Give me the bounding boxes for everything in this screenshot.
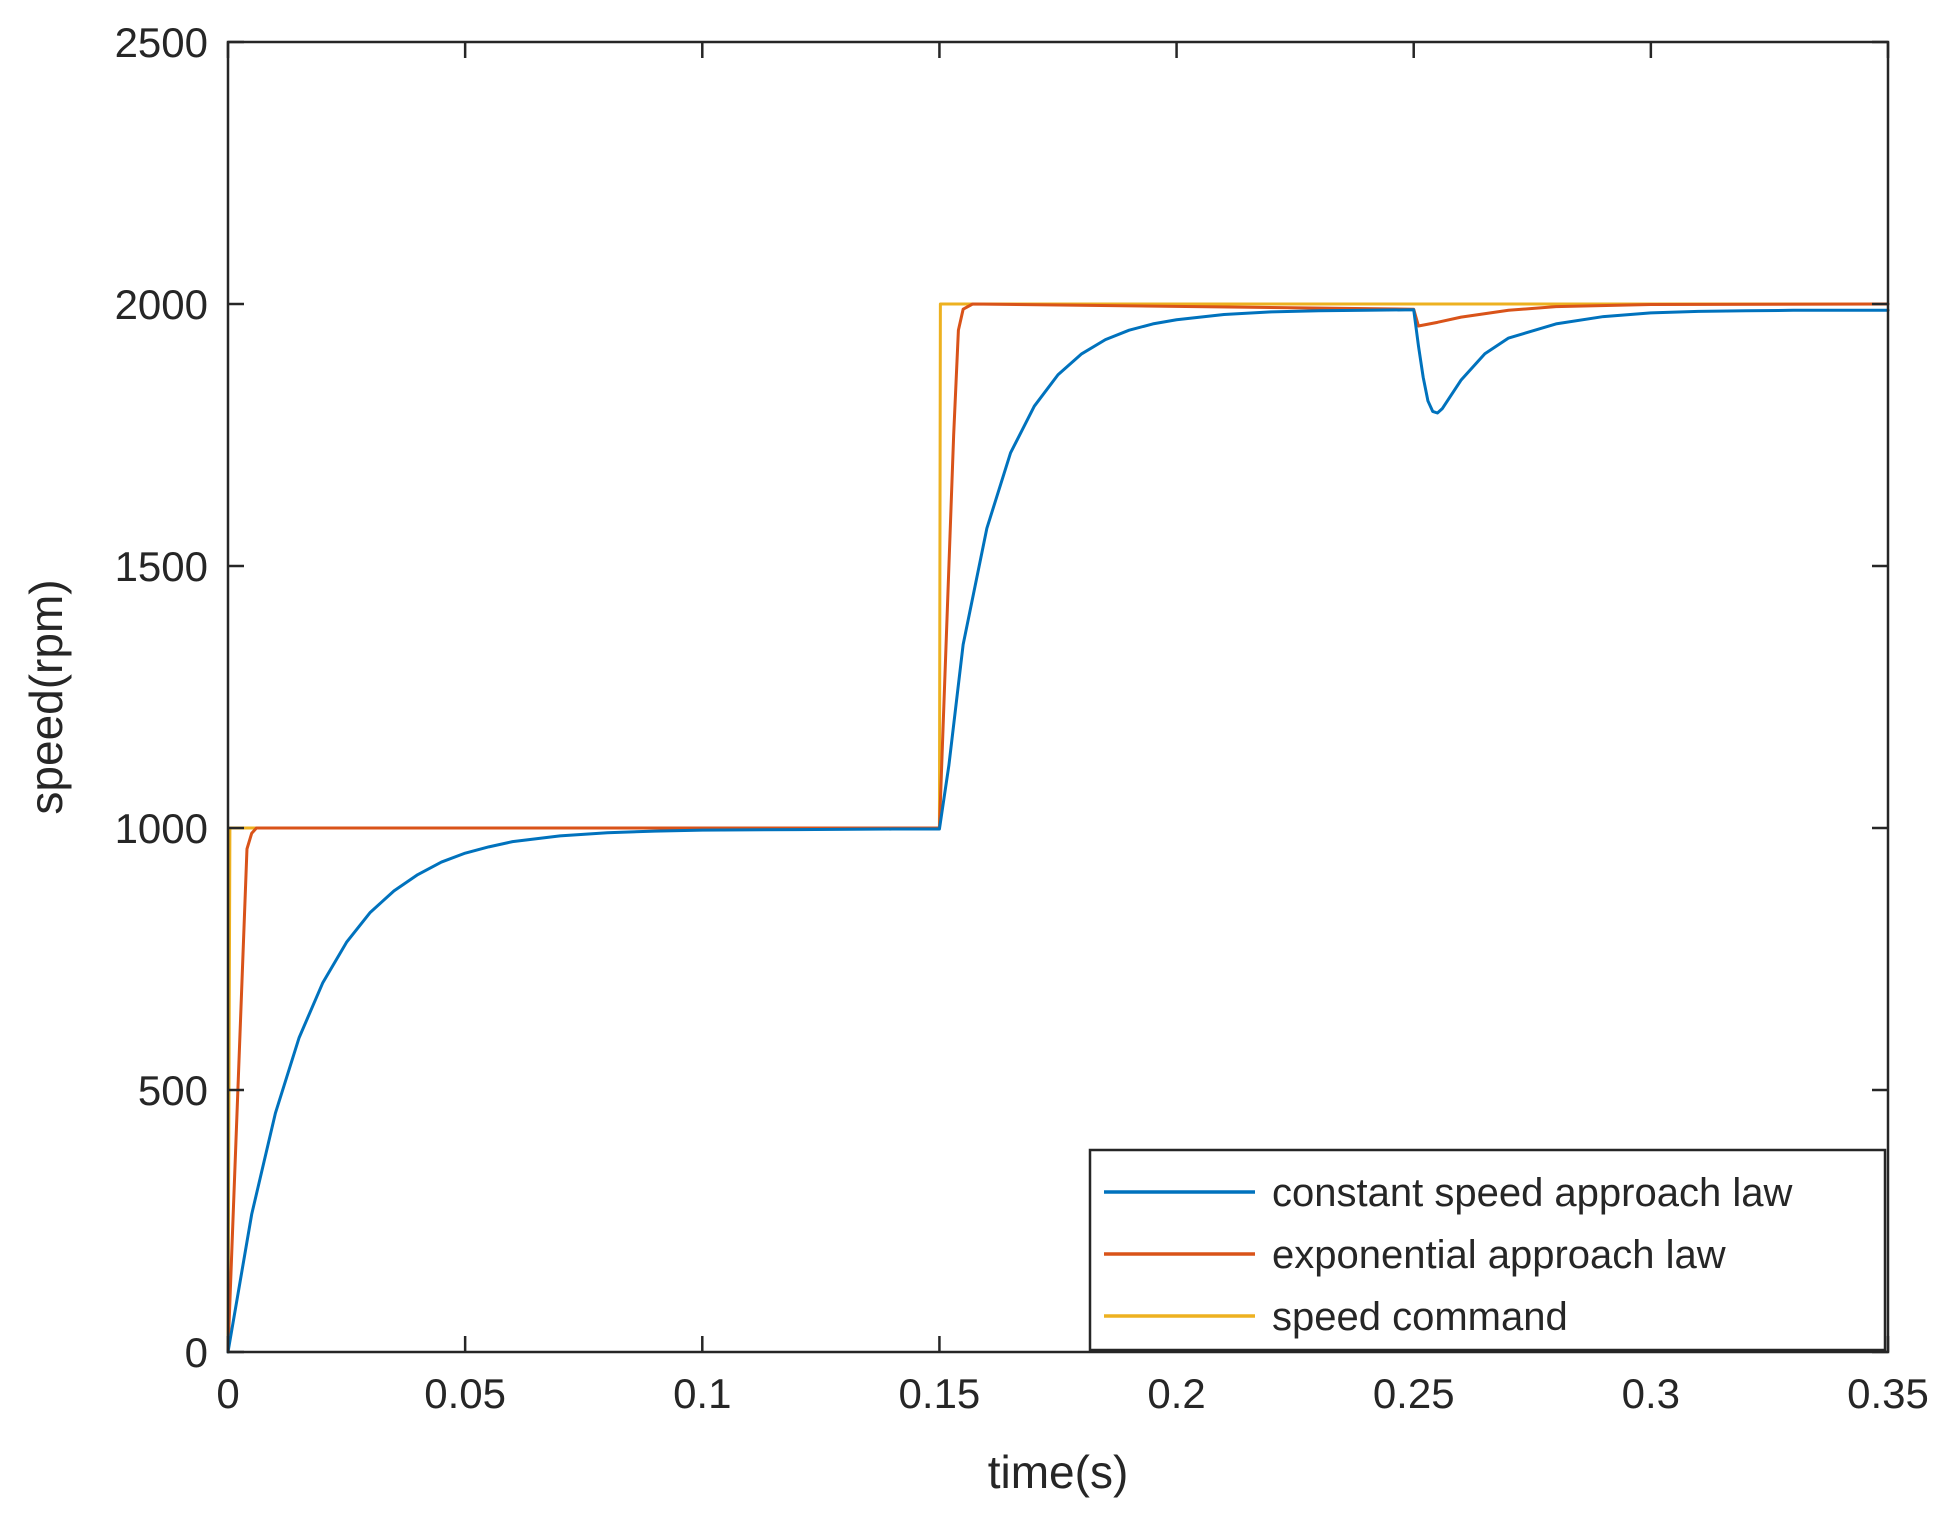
series-line-1 (226, 302, 1890, 1354)
legend-label: constant speed approach law (1272, 1171, 1792, 1215)
x-tick-label: 0.3 (1622, 1370, 1680, 1417)
legend-label: exponential approach law (1272, 1233, 1726, 1277)
y-tick-label: 0 (185, 1329, 208, 1376)
y-tick-label: 1000 (115, 805, 208, 852)
x-tick-label: 0.35 (1847, 1370, 1929, 1417)
y-axis-label: speed(rpm) (20, 579, 72, 814)
series-layer (226, 302, 1890, 1354)
legend: constant speed approach law exponential a… (1088, 1148, 1887, 1352)
x-tick-label: 0.25 (1373, 1370, 1455, 1417)
plot-frame (226, 40, 1890, 1354)
x-tick-label: 0.1 (673, 1370, 731, 1417)
series-line-0 (226, 308, 1890, 1354)
legend-label: speed command (1272, 1295, 1568, 1339)
y-tick-label: 1500 (115, 543, 208, 590)
x-tick-label: 0 (216, 1370, 239, 1417)
x-tick-label: 0.2 (1147, 1370, 1205, 1417)
y-tick-label: 2000 (115, 281, 208, 328)
legend-entries: constant speed approach law exponential a… (1104, 1171, 1792, 1339)
x-tick-label: 0.15 (899, 1370, 981, 1417)
x-tick-label: 0.05 (424, 1370, 506, 1417)
y-tick-label: 2500 (115, 19, 208, 66)
tick-layer: 0 0.05 0.1 0.15 0.2 0.25 0.3 0.35 0 500 1000 1500 20… (115, 19, 1929, 1417)
x-axis-label: time(s) (988, 1446, 1129, 1498)
y-tick-label: 500 (138, 1067, 208, 1114)
